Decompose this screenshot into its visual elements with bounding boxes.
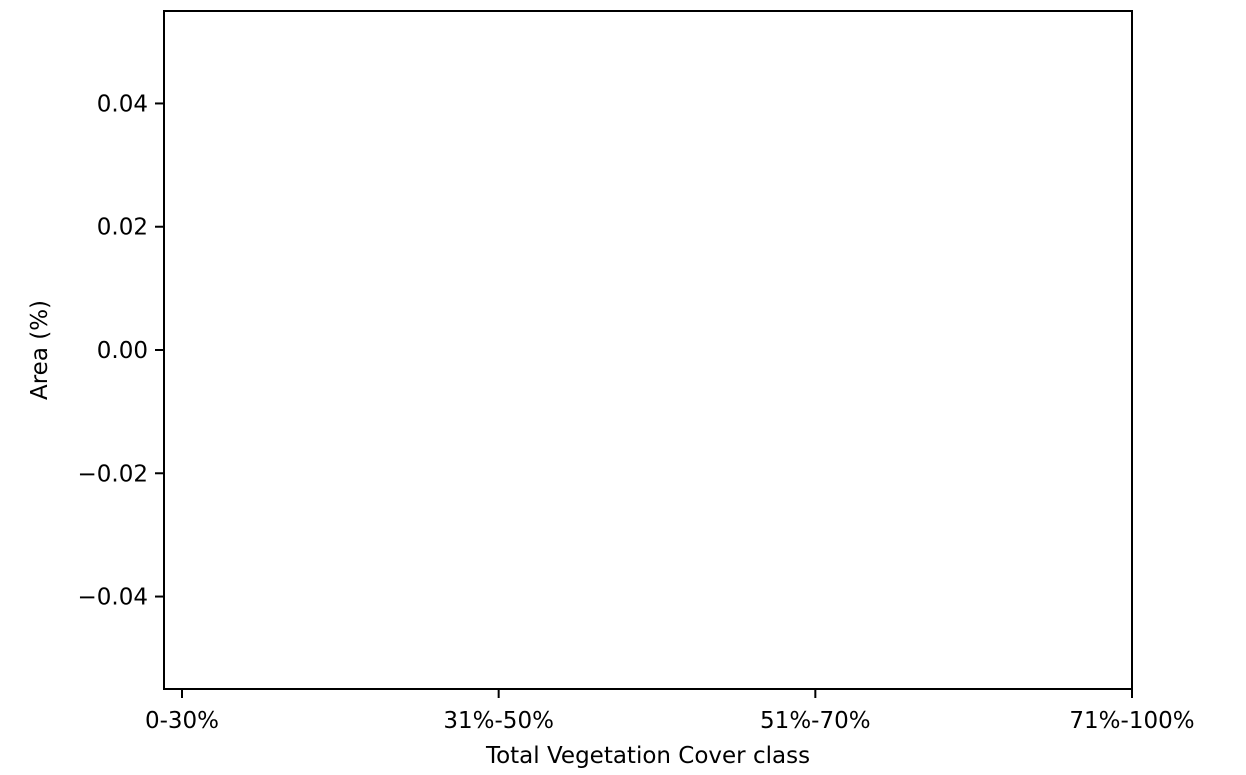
x-tick-label: 71%-100% [1069,708,1194,734]
y-tick-label: −0.04 [78,585,148,611]
y-axis-label: Area (%) [27,300,53,400]
y-tick-label: 0.00 [97,338,148,364]
y-axis: 0.04 0.02 0.00 −0.02 −0.04 [78,91,164,611]
x-tick-label: 0-30% [145,708,219,734]
x-axis: 0-30% 31%-50% 51%-70% 71%-100% [145,689,1195,734]
plot-area [163,10,1133,690]
x-tick-label: 51%-70% [760,708,871,734]
y-tick-label: 0.04 [97,91,148,117]
y-tick-label: 0.02 [97,215,148,241]
x-axis-label: Total Vegetation Cover class [485,743,810,769]
y-tick-label: −0.02 [78,461,148,487]
x-tick-label: 31%-50% [443,708,554,734]
